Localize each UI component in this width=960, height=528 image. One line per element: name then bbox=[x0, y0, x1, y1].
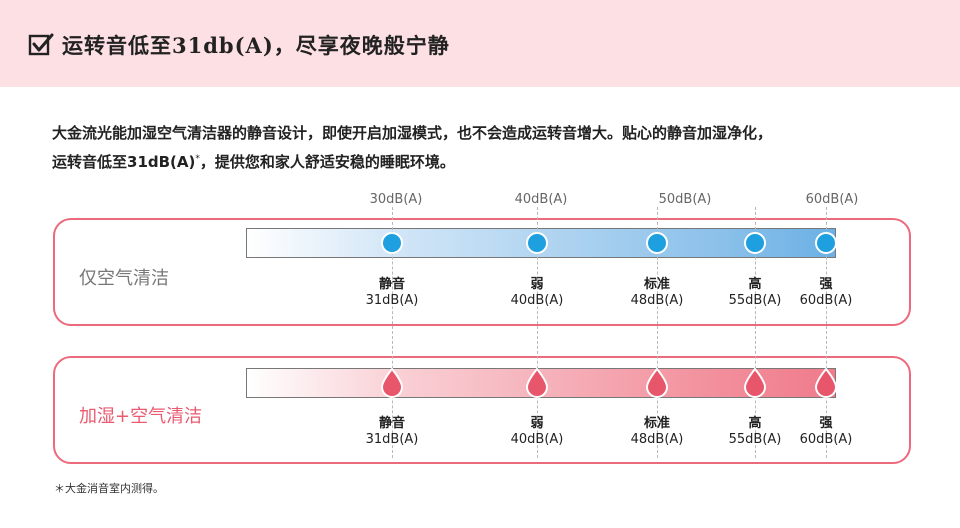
intro-line-2: 运转音低至31dB(A)*，提供您和家人舒适安稳的睡眠环境。 bbox=[52, 146, 932, 175]
level-db-value: 55dB(A) bbox=[728, 432, 782, 447]
noise-level-label: 强 60dB(A) bbox=[800, 277, 853, 309]
water-drop-icon bbox=[743, 368, 767, 398]
level-db-value: 48dB(A) bbox=[630, 293, 684, 308]
level-name: 静音 bbox=[378, 416, 405, 431]
level-db-value: 31dB(A) bbox=[365, 432, 419, 447]
noise-level-label: 标准 48dB(A) bbox=[631, 277, 684, 309]
circle-dot-icon bbox=[815, 232, 837, 254]
circle-dot-icon bbox=[381, 232, 403, 254]
circle-dot-icon bbox=[526, 232, 548, 254]
level-db-value: 40dB(A) bbox=[510, 293, 564, 308]
noise-level-label: 静音 31dB(A) bbox=[366, 277, 419, 309]
noise-level-label: 弱 40dB(A) bbox=[511, 277, 564, 309]
intro-line-2-suffix: ，提供您和家人舒适安稳的睡眠环境。 bbox=[199, 153, 455, 171]
water-drop-icon bbox=[814, 368, 838, 398]
noise-level-label: 静音 31dB(A) bbox=[366, 416, 419, 448]
circle-dot-icon bbox=[646, 232, 668, 254]
level-name: 弱 bbox=[530, 277, 544, 292]
checkbox-checked-icon bbox=[28, 33, 54, 56]
level-name: 静音 bbox=[378, 277, 405, 292]
level-db-value: 48dB(A) bbox=[630, 432, 684, 447]
noise-level-label: 强 60dB(A) bbox=[800, 416, 853, 448]
footnote: ＊大金消音室内测得。 bbox=[54, 482, 164, 495]
db-scale-label: 40dB(A) bbox=[514, 192, 568, 207]
db-scale-label: 30dB(A) bbox=[369, 192, 423, 207]
level-name: 弱 bbox=[530, 416, 544, 431]
level-name: 高 bbox=[748, 416, 762, 431]
db-scale-label: 50dB(A) bbox=[658, 192, 712, 207]
title-banner: 运转音低至31db(A)，尽享夜晚般宁静 bbox=[0, 0, 960, 87]
level-db-value: 55dB(A) bbox=[728, 293, 782, 308]
level-db-value: 31dB(A) bbox=[365, 293, 419, 308]
noise-level-label: 高 55dB(A) bbox=[729, 416, 782, 448]
level-db-value: 60dB(A) bbox=[799, 293, 853, 308]
level-name: 高 bbox=[748, 277, 762, 292]
mode-label-air-clean: 仅空气清洁 bbox=[79, 268, 169, 289]
water-drop-icon bbox=[645, 368, 669, 398]
level-db-value: 40dB(A) bbox=[510, 432, 564, 447]
circle-dot-icon bbox=[744, 232, 766, 254]
noise-level-label: 高 55dB(A) bbox=[729, 277, 782, 309]
db-scale-label: 60dB(A) bbox=[805, 192, 859, 207]
level-guide-line bbox=[826, 207, 827, 458]
level-name: 强 bbox=[819, 416, 833, 431]
noise-level-label: 弱 40dB(A) bbox=[511, 416, 564, 448]
level-name: 标准 bbox=[643, 277, 670, 292]
level-guide-line bbox=[392, 207, 393, 458]
mode-label-humid-air-clean: 加湿+空气清洁 bbox=[79, 406, 203, 427]
level-guide-line bbox=[657, 207, 658, 458]
level-name: 标准 bbox=[643, 416, 670, 431]
intro-line-1: 大金流光能加湿空气清洁器的静音设计，即使开启加湿模式，也不会造成运转音增大。贴心… bbox=[52, 124, 773, 142]
level-guide-line bbox=[755, 207, 756, 458]
level-name: 强 bbox=[819, 277, 833, 292]
water-drop-icon bbox=[525, 368, 549, 398]
noise-level-label: 标准 48dB(A) bbox=[631, 416, 684, 448]
page-title: 运转音低至31db(A)，尽享夜晚般宁静 bbox=[62, 33, 450, 58]
intro-line-2-prefix: 运转音低至31dB(A) bbox=[52, 153, 196, 171]
intro-text: 大金流光能加湿空气清洁器的静音设计，即使开启加湿模式，也不会造成运转音增大。贴心… bbox=[52, 120, 932, 175]
level-db-value: 60dB(A) bbox=[799, 432, 853, 447]
footnote-marker: * bbox=[195, 154, 200, 164]
water-drop-icon bbox=[380, 368, 404, 398]
level-guide-line bbox=[537, 207, 538, 458]
